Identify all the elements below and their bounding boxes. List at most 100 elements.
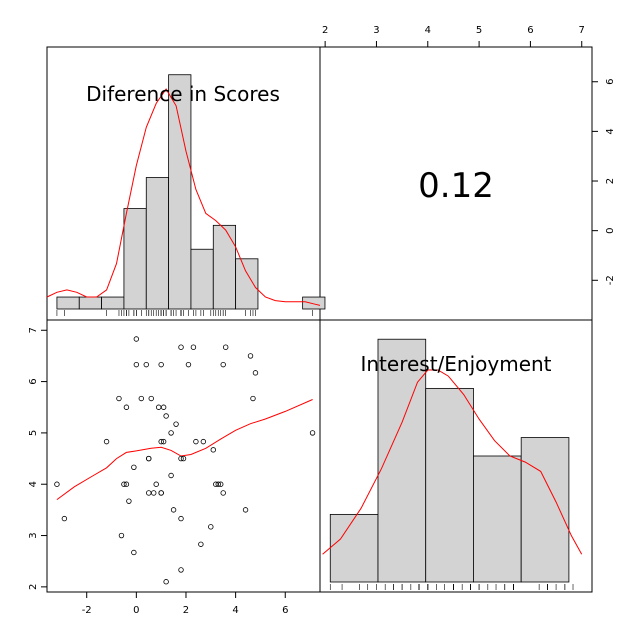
scatter-point (158, 438, 164, 445)
scatter-point (148, 395, 154, 402)
variable-label-interest: Interest/Enjoyment (360, 352, 551, 376)
scatter-point (252, 370, 259, 376)
histogram-bar-difference (101, 296, 125, 310)
histogram-bar-difference (235, 258, 259, 310)
scatter-point (193, 438, 199, 445)
panel-frame-bottom-right (319, 319, 593, 593)
scatter-point (218, 481, 224, 487)
density-line-difference (46, 88, 321, 306)
scatter-point (178, 567, 184, 573)
scatter-point (151, 490, 157, 496)
smooth-line (56, 399, 313, 501)
bottom-axis-tick-label: 2 (183, 605, 189, 616)
scatter-point (160, 438, 167, 445)
scatter-point (131, 549, 137, 556)
scatter-point (146, 455, 152, 462)
scatter-point (168, 472, 174, 479)
scatter-point (126, 498, 132, 504)
histogram-bar-difference (78, 296, 102, 310)
scatter-point (178, 515, 184, 522)
scatter-point (242, 507, 249, 513)
scatter-point (247, 353, 254, 359)
bottom-axis-tick-label: 0 (133, 605, 139, 616)
scatter-point (158, 490, 164, 496)
scatter-point (160, 404, 167, 410)
scatter-point (170, 507, 177, 513)
histogram-bar-difference (168, 74, 192, 310)
histogram-bar-difference (123, 208, 147, 310)
scatter-point (143, 361, 149, 368)
top-axis-tick-label: 2 (322, 25, 328, 36)
right-axis-tick-label: -2 (605, 275, 616, 285)
scatter-point (180, 455, 187, 462)
scatter-point (118, 532, 125, 539)
histogram-bar-interest (520, 437, 570, 583)
correlation-value: 0.12 (418, 166, 494, 206)
histogram-bar-difference (302, 296, 326, 310)
left-axis-tick-label: 3 (28, 532, 39, 538)
scatter-point (116, 395, 122, 402)
left-axis-tick-label: 5 (28, 430, 39, 436)
scatter-point (208, 524, 214, 530)
histogram-bar-difference (212, 224, 237, 310)
left-axis-tick-label: 6 (28, 378, 39, 384)
scatter-point (210, 447, 216, 453)
histogram-bars (56, 74, 570, 583)
top-axis-tick-label: 3 (373, 25, 379, 36)
left-axis-tick-label: 4 (28, 481, 39, 487)
scatter-point (123, 481, 130, 487)
scatter-point (146, 490, 152, 496)
scatter-point (133, 336, 140, 342)
axes: -2 0 2 4 6 2 3 4 5 6 7 2 3 4 5 6 7 -2 0 2 4 6 (28, 25, 616, 616)
scatter-point (168, 430, 174, 436)
rug-marks (56, 310, 574, 590)
scatter-point (133, 361, 140, 368)
histogram-bar-difference (190, 248, 214, 310)
scatter-point (121, 481, 127, 487)
density-lines (46, 88, 583, 555)
histogram-bar-interest (425, 387, 474, 583)
top-axis-tick-label: 7 (579, 25, 585, 36)
scatter-point (163, 413, 169, 419)
scatter-point (198, 541, 204, 547)
scatter-point (54, 481, 60, 487)
scatter-point (123, 404, 130, 410)
bottom-axis-tick-label: 6 (282, 605, 288, 616)
scatter-point (220, 361, 226, 368)
variable-label-difference: Diference in Scores (86, 82, 280, 106)
scatter-point (153, 481, 159, 487)
scatter-point (220, 490, 226, 496)
bottom-axis-tick-label: -2 (82, 605, 92, 616)
scatter-point (222, 344, 229, 350)
scatter-point (163, 579, 169, 585)
scatter-point (200, 438, 207, 445)
right-axis-tick-label: 6 (605, 79, 616, 85)
scatter-point (61, 515, 68, 522)
scatter-point (309, 430, 316, 436)
top-axis-tick-label: 6 (527, 25, 533, 36)
top-axis-tick-label: 4 (425, 25, 431, 36)
histogram-bar-difference (145, 177, 170, 310)
scatter-point (178, 344, 184, 350)
scatter-point (215, 481, 221, 487)
scatter-points (54, 336, 316, 585)
right-axis-tick-label: 4 (605, 128, 616, 134)
histogram-bar-difference (56, 296, 80, 310)
histogram-bar-interest (329, 513, 379, 583)
right-axis-tick-label: 2 (605, 178, 616, 184)
right-axis-tick-label: 0 (605, 227, 616, 233)
scatter-point (158, 361, 164, 368)
scatter-point (155, 404, 162, 410)
density-line-interest (322, 369, 583, 555)
bottom-axis-tick-label: 4 (232, 605, 238, 616)
scatter-point (103, 438, 110, 445)
top-axis-tick-label: 5 (476, 25, 482, 36)
histogram-bar-interest (377, 338, 427, 583)
scatter-point (131, 464, 137, 470)
scatter-point (178, 455, 184, 462)
histogram-bar-interest (473, 455, 522, 583)
scatter-point (173, 421, 179, 427)
left-axis-tick-label: 2 (28, 584, 39, 590)
scatter-point (250, 395, 256, 402)
